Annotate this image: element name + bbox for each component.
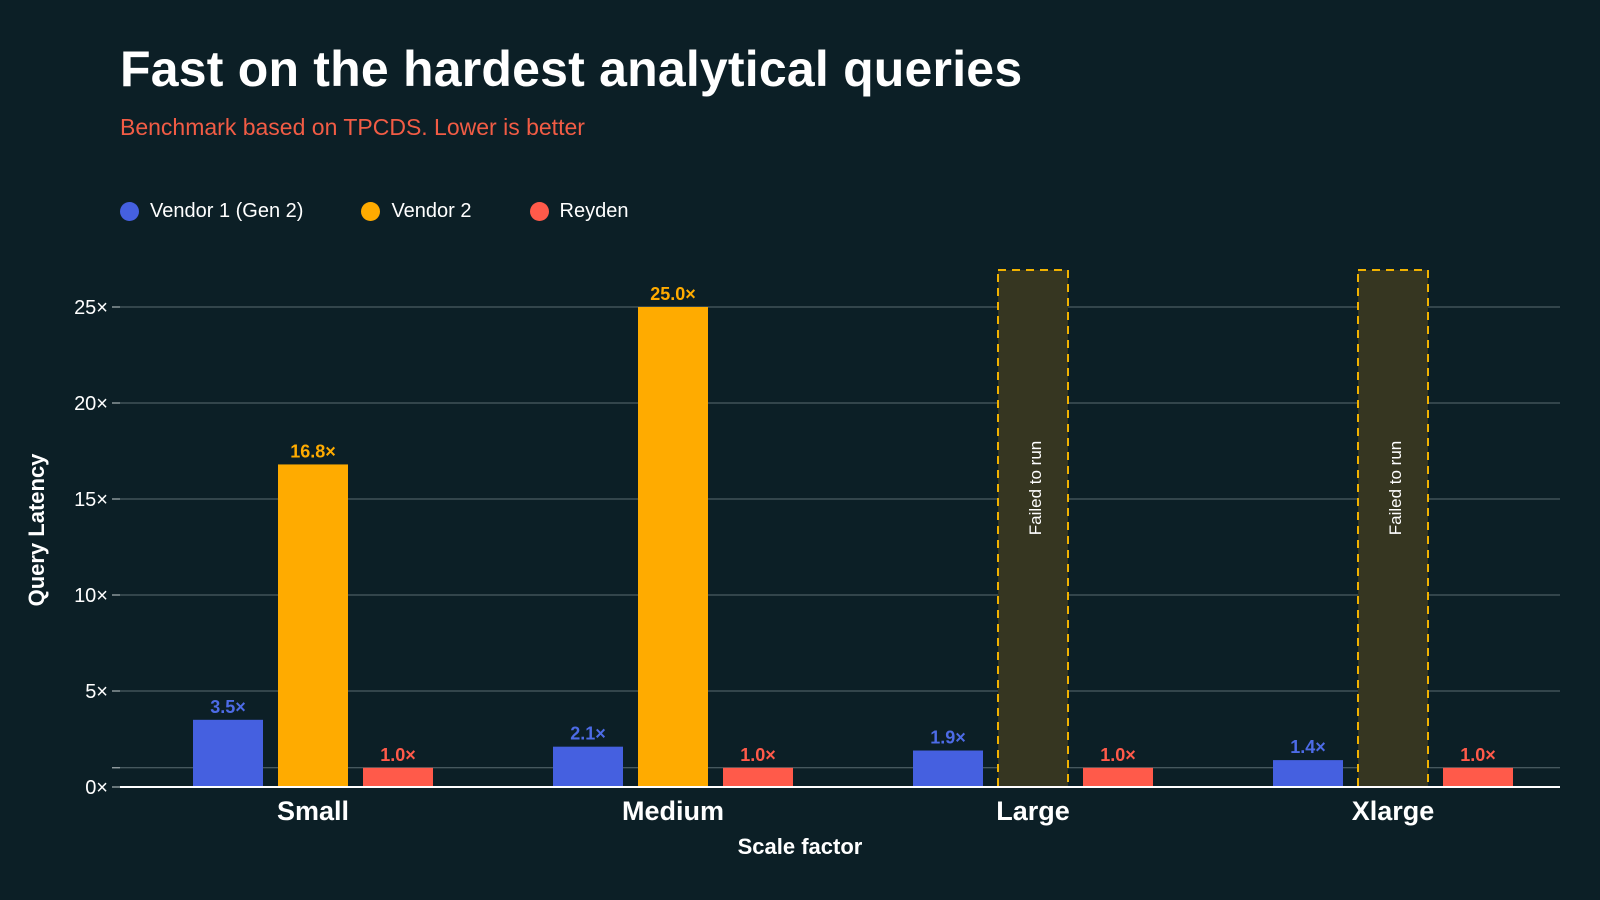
bar-value-label: 16.8× [290,441,336,461]
chart-legend: Vendor 1 (Gen 2) Vendor 2 Reyden [120,200,686,223]
bar [193,719,263,787]
legend-swatch [529,202,549,221]
x-tick-label: Xlarge [1352,796,1435,826]
bar [913,750,983,787]
bar-value-label: 25.0× [650,284,696,304]
y-tick-label: 25× [74,297,108,319]
x-tick-label: Medium [622,796,724,826]
y-tick-label: 5× [85,681,108,703]
y-tick-label: 10× [74,585,108,607]
legend-swatch [120,202,139,221]
bar-value-label: 1.0× [1100,745,1136,765]
bar-value-label: 1.9× [930,728,966,748]
bar-value-label: 1.0× [380,745,416,765]
bar [553,746,623,787]
legend-swatch [361,202,381,221]
chart-title: Fast on the hardest analytical queries [120,41,1023,97]
y-tick-label: 20× [74,393,108,415]
failed-label: Failed to run [1386,441,1405,536]
legend-label: Vendor 2 [391,200,472,222]
bar [1443,767,1513,787]
bar [723,767,793,787]
bar-value-label: 2.1× [570,724,606,744]
bar [278,464,348,787]
legend-item-vendor-1: Vendor 1 (Gen 2) [120,200,303,223]
bar [363,767,433,787]
legend-label: Reyden [559,200,629,222]
legend-item-vendor-2: Vendor 2 [361,200,472,223]
x-tick-label: Large [996,796,1070,826]
bar-value-label: 1.0× [1460,745,1496,765]
legend-item-reyden: Reyden [529,200,629,223]
failed-bar [997,269,1069,788]
x-axis-title: Scale factor [738,834,863,859]
failed-label: Failed to run [1026,441,1045,536]
x-tick-label: Small [277,796,349,826]
bar [1083,767,1153,787]
bar [1273,760,1343,787]
chart-subtitle: Benchmark based on TPCDS. Lower is bette… [120,114,585,140]
bar-value-label: 1.0× [740,745,776,765]
y-tick-label: 15× [74,489,108,511]
bar-value-label: 3.5× [210,697,246,717]
legend-label: Vendor 1 (Gen 2) [150,200,304,222]
bar-value-label: 1.4× [1290,737,1326,757]
bar [638,307,708,787]
y-tick-label: 0× [85,777,108,799]
failed-bar [1357,269,1429,788]
y-axis-title: Query Latency [24,453,49,607]
